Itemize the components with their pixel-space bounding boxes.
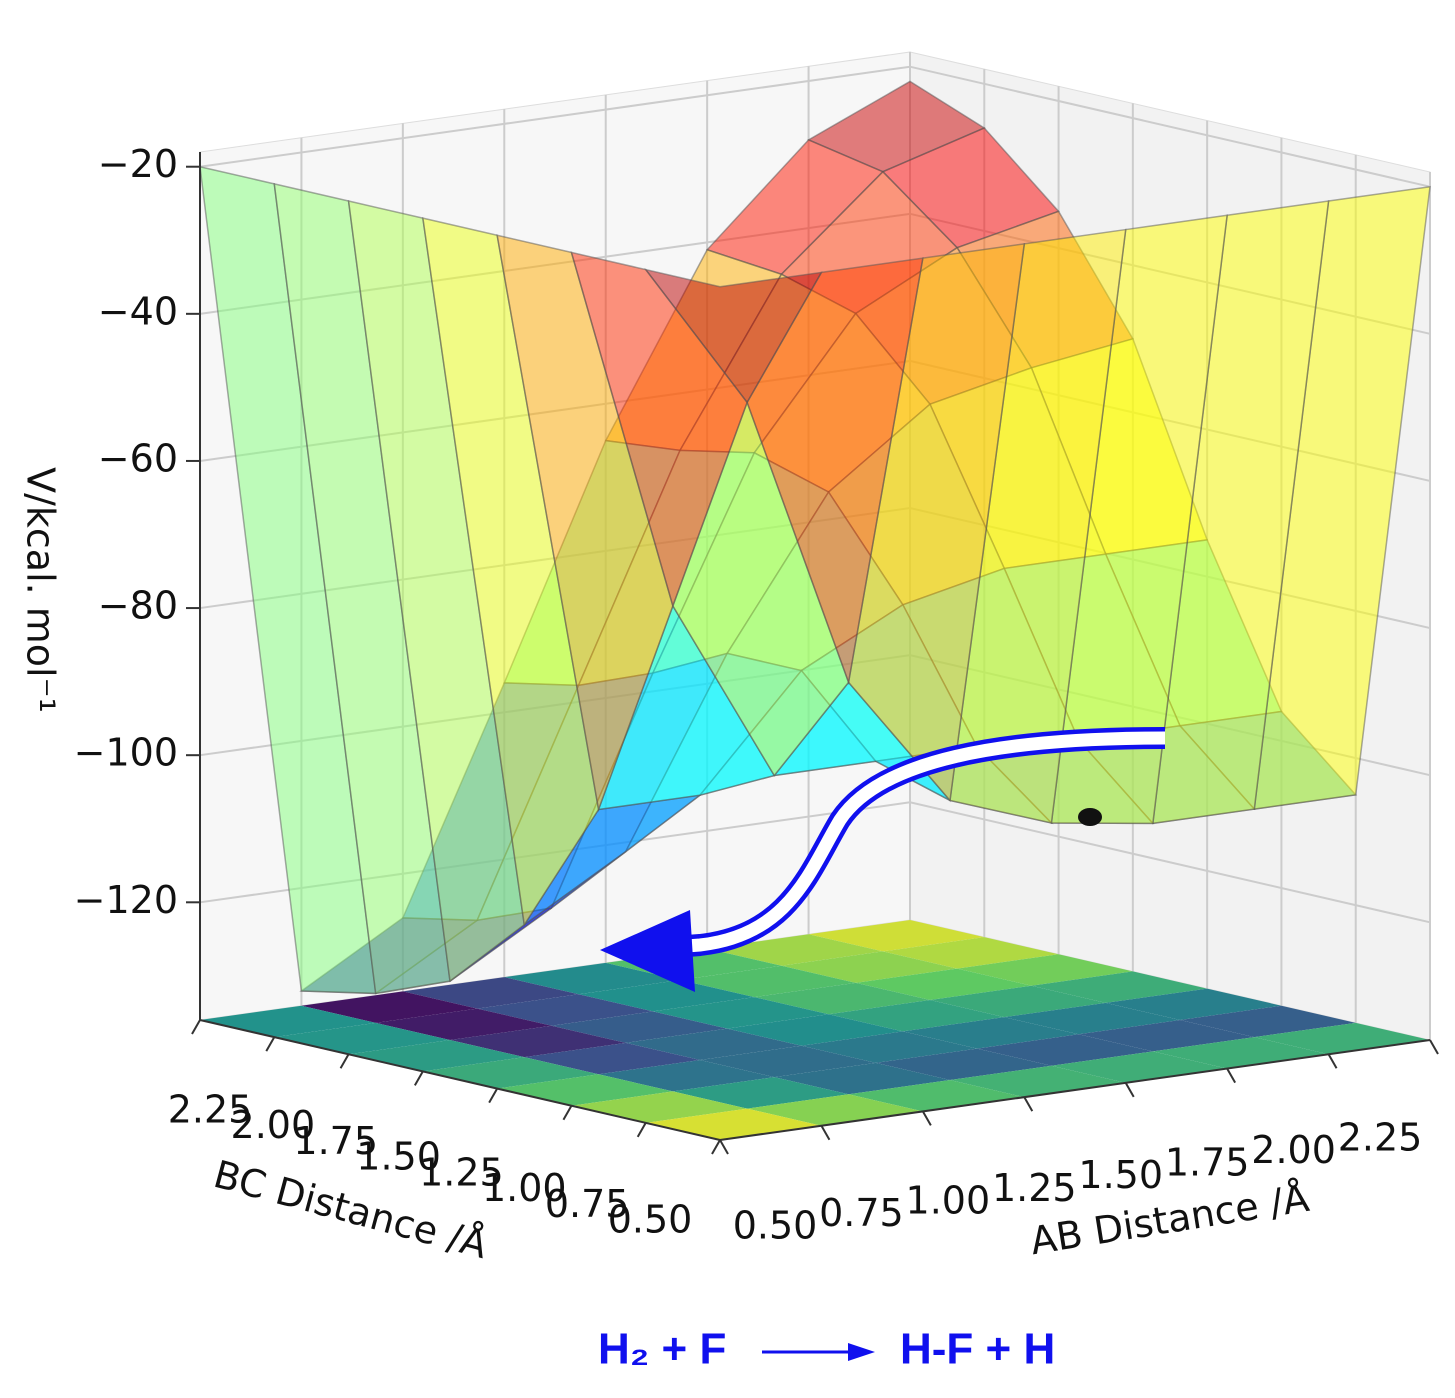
floor-cell bbox=[551, 1011, 728, 1043]
floor-cell bbox=[707, 934, 883, 966]
floor-cell bbox=[700, 1045, 876, 1078]
axis-line bbox=[719, 1039, 1431, 1141]
reactants: H₂ + F bbox=[598, 1325, 726, 1374]
floor-cell bbox=[1180, 1005, 1356, 1038]
floor-cell bbox=[605, 948, 782, 980]
x-tick bbox=[1226, 1068, 1237, 1084]
x-tick bbox=[719, 1139, 729, 1155]
x-tick-label: 2.00 bbox=[1251, 1128, 1336, 1172]
floor-cell bbox=[882, 937, 1059, 969]
floor-cell bbox=[402, 977, 579, 1009]
y-tick bbox=[413, 1070, 424, 1086]
overlay bbox=[600, 727, 1166, 992]
point-marker bbox=[1078, 808, 1102, 826]
floor-cell bbox=[754, 982, 930, 1015]
floor-cell bbox=[1004, 1002, 1180, 1035]
reaction-arrow-head bbox=[848, 1343, 875, 1361]
floor-cell bbox=[1105, 988, 1282, 1020]
y-tick-label: 1.75 bbox=[293, 1119, 378, 1163]
x-tick-label: 1.00 bbox=[906, 1178, 991, 1222]
floor-cell bbox=[1078, 1020, 1255, 1052]
floor-cell bbox=[977, 1034, 1153, 1066]
floor-cell bbox=[774, 1062, 950, 1095]
floor-cell bbox=[781, 951, 958, 983]
floor-cell bbox=[524, 1042, 700, 1075]
y-tick bbox=[265, 1036, 276, 1052]
y-tick-label: 1.50 bbox=[356, 1135, 441, 1179]
x-tick bbox=[820, 1125, 831, 1141]
z-tick-label: −20 bbox=[98, 142, 178, 186]
y-tick-label: 2.00 bbox=[231, 1103, 316, 1147]
z-tick-label: −80 bbox=[98, 584, 178, 628]
y-tick bbox=[488, 1088, 499, 1104]
floor-cell bbox=[902, 1017, 1079, 1049]
floor-cell bbox=[625, 1028, 802, 1060]
x-tick-label: 1.50 bbox=[1078, 1153, 1163, 1197]
floor-cell bbox=[680, 965, 856, 998]
y-tick bbox=[711, 1139, 721, 1155]
floor-cell bbox=[301, 991, 478, 1023]
path-arrow bbox=[659, 731, 1166, 955]
y-tick bbox=[339, 1053, 350, 1069]
floor-cell bbox=[828, 1000, 1005, 1032]
floor-cell bbox=[1254, 1022, 1430, 1055]
floor-cell bbox=[950, 1065, 1126, 1098]
y-tick-label: 2.25 bbox=[168, 1088, 253, 1132]
floor-cell bbox=[672, 1077, 849, 1109]
surface bbox=[199, 80, 1431, 995]
y-tick-label: 0.50 bbox=[608, 1198, 693, 1242]
x-tick bbox=[1327, 1053, 1338, 1069]
x-tick-label: 2.25 bbox=[1338, 1116, 1423, 1160]
floor-cell bbox=[957, 954, 1133, 986]
y-tick bbox=[191, 1019, 201, 1035]
floor-cell bbox=[855, 968, 1032, 1000]
x-tick bbox=[1023, 1096, 1034, 1112]
z-tick-label: −40 bbox=[98, 289, 178, 333]
y-tick-label: 1.00 bbox=[482, 1166, 567, 1210]
y-tick bbox=[636, 1122, 647, 1138]
floor-cell bbox=[450, 1025, 626, 1058]
arrow-head bbox=[600, 910, 695, 992]
floor-cell bbox=[598, 1060, 775, 1092]
floor-cell bbox=[477, 994, 653, 1026]
floor-cell bbox=[801, 1031, 978, 1063]
x-tick bbox=[1124, 1082, 1135, 1098]
floor-cell bbox=[875, 1048, 1052, 1080]
floor-cell bbox=[1031, 971, 1208, 1003]
floor-cell bbox=[1152, 1037, 1329, 1069]
y-tick-label: 1.25 bbox=[419, 1150, 504, 1194]
floor-cell bbox=[1051, 1051, 1228, 1083]
x-tick bbox=[921, 1110, 932, 1126]
x-tick-label: 1.25 bbox=[992, 1166, 1077, 1210]
floor-cell bbox=[808, 920, 985, 952]
floor-cell bbox=[848, 1080, 1025, 1112]
x-tick-label: 0.50 bbox=[733, 1204, 818, 1248]
x-tick bbox=[1429, 1039, 1439, 1055]
z-tick-label: −120 bbox=[74, 878, 178, 922]
floor-cell bbox=[504, 962, 680, 995]
z-tick-label: −60 bbox=[98, 436, 178, 480]
floor-cell bbox=[652, 997, 829, 1029]
z-tick-label: −100 bbox=[74, 731, 178, 775]
products: H-F + H bbox=[900, 1325, 1055, 1374]
floor-cell bbox=[747, 1094, 923, 1126]
surface-cell bbox=[643, 268, 823, 404]
x-tick-label: 1.75 bbox=[1165, 1141, 1250, 1185]
x-tick-label: 0.75 bbox=[819, 1191, 904, 1235]
z-axis-label: V/kcal. mol⁻¹ bbox=[19, 467, 63, 713]
floor-cell bbox=[930, 985, 1106, 1018]
floor-cell bbox=[375, 1008, 552, 1040]
y-tick bbox=[562, 1105, 573, 1121]
axis-line bbox=[199, 1019, 721, 1141]
floor-cell bbox=[727, 1014, 903, 1046]
y-tick-label: 0.75 bbox=[545, 1182, 630, 1226]
floor-cell bbox=[578, 980, 755, 1012]
